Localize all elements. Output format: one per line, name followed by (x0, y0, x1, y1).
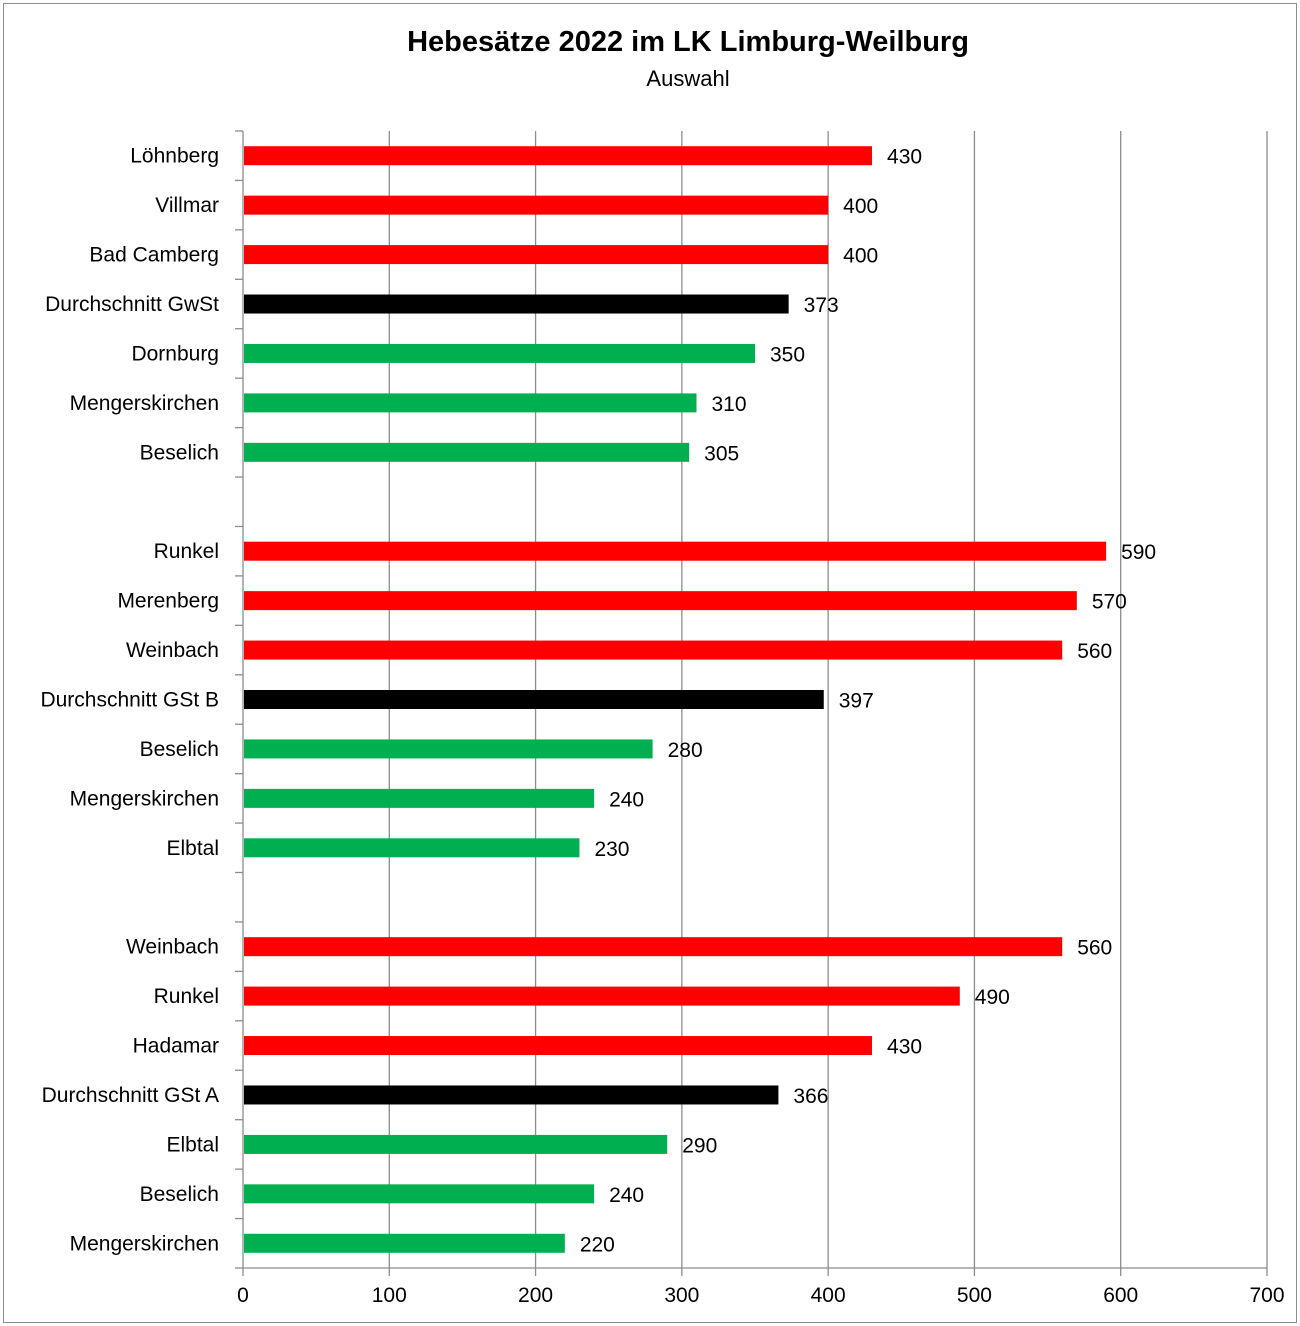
value-label: 430 (887, 1036, 922, 1059)
category-label: Runkel (154, 985, 219, 1008)
labels: 0 100 200 300 400 500 600 700 Löhnberg 430 Villmar… (40, 145, 1284, 1307)
bar (244, 1233, 565, 1253)
category-label: Hadamar (133, 1035, 219, 1058)
bars (244, 146, 1107, 1253)
category-label: Weinbach (126, 639, 219, 662)
value-label: 490 (975, 986, 1010, 1009)
value-label: 280 (668, 739, 703, 762)
x-tick-label: 500 (957, 1284, 992, 1307)
value-label: 430 (887, 146, 922, 169)
value-label: 230 (594, 838, 629, 861)
value-label: 310 (711, 393, 746, 416)
value-label: 570 (1092, 591, 1127, 614)
bar (244, 1134, 668, 1154)
value-label: 590 (1121, 541, 1156, 564)
value-label: 400 (843, 195, 878, 218)
category-label: Dornburg (131, 342, 219, 365)
value-label: 240 (609, 1184, 644, 1207)
category-label: Bad Camberg (89, 244, 219, 267)
x-tick-label: 400 (811, 1284, 846, 1307)
bar (244, 1085, 779, 1105)
bar (244, 393, 697, 413)
category-label: Mengerskirchen (70, 1232, 219, 1255)
category-label: Elbtal (166, 1133, 219, 1156)
chart-subtitle: Auswahl (646, 66, 730, 91)
bar (244, 690, 824, 709)
category-label: Beselich (140, 738, 219, 761)
value-label: 366 (793, 1085, 828, 1108)
value-label: 220 (580, 1233, 615, 1256)
bar (244, 640, 1063, 660)
value-label: 397 (839, 690, 874, 713)
category-label: Villmar (155, 194, 219, 217)
category-label: Löhnberg (130, 145, 219, 168)
bar (244, 195, 829, 215)
category-label: Beselich (140, 441, 219, 464)
x-tick-label: 200 (518, 1284, 553, 1307)
chart-title: Hebesätze 2022 im LK Limburg-Weilburg (407, 26, 969, 58)
value-label: 373 (804, 294, 839, 317)
category-label: Elbtal (166, 837, 219, 860)
x-tick-label: 0 (237, 1284, 249, 1307)
value-label: 350 (770, 343, 805, 366)
value-label: 305 (704, 442, 739, 465)
category-label: Durchschnitt GSt B (40, 689, 219, 712)
bar (244, 343, 755, 363)
bar (244, 937, 1063, 957)
bar (244, 986, 960, 1006)
bar (244, 146, 873, 166)
category-label: Mengerskirchen (70, 787, 219, 810)
category-label: Weinbach (126, 936, 219, 959)
x-tick-label: 700 (1249, 1284, 1284, 1307)
axes (235, 130, 1268, 1276)
x-tick-label: 600 (1103, 1284, 1138, 1307)
value-label: 290 (682, 1134, 717, 1157)
bar (244, 1036, 873, 1056)
category-label: Merenberg (117, 590, 219, 613)
category-label: Mengerskirchen (70, 392, 219, 415)
bar (244, 739, 653, 759)
bar (244, 788, 595, 808)
category-label: Runkel (154, 540, 219, 563)
value-label: 400 (843, 245, 878, 268)
x-tick-label: 300 (664, 1284, 699, 1307)
value-label: 560 (1077, 640, 1112, 663)
bar (244, 294, 789, 314)
category-label: Durchschnitt GSt A (42, 1084, 219, 1107)
bar (244, 1184, 595, 1204)
value-label: 240 (609, 788, 644, 811)
bar (244, 245, 829, 265)
bar (244, 591, 1077, 611)
category-label: Beselich (140, 1183, 219, 1206)
x-tick-label: 100 (372, 1284, 407, 1307)
value-label: 560 (1077, 937, 1112, 960)
bar (244, 838, 580, 858)
bar (244, 541, 1107, 561)
category-label: Durchschnitt GwSt (45, 293, 219, 316)
bar (244, 442, 690, 462)
